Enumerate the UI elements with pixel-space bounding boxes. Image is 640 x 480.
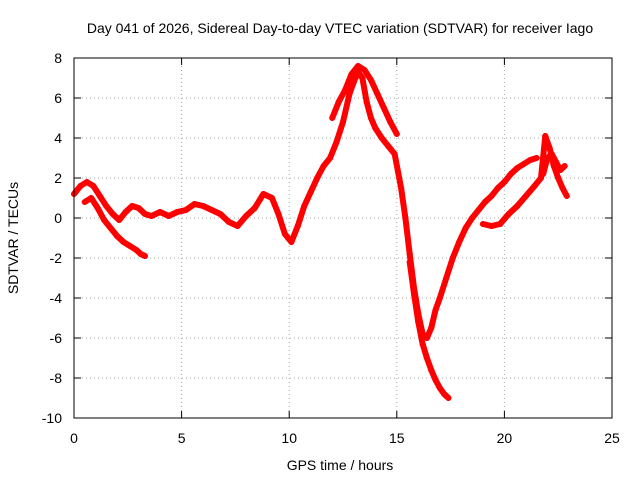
data-point <box>142 253 149 259</box>
x-tick-label: 5 <box>178 430 186 446</box>
series-segment <box>391 151 405 191</box>
series-segment <box>333 119 346 145</box>
series-segment <box>340 91 353 125</box>
y-tick-label: 0 <box>54 210 62 226</box>
x-tick-label: 25 <box>604 430 620 446</box>
y-tick-label: 2 <box>54 170 62 186</box>
x-tick-label: 0 <box>70 430 78 446</box>
data-points <box>71 63 570 401</box>
series-segment <box>402 215 413 257</box>
y-tick-label: 4 <box>54 130 62 146</box>
plot-frame <box>73 57 613 419</box>
data-series <box>71 69 540 341</box>
data-series <box>540 151 568 177</box>
series-segment <box>415 319 426 347</box>
data-point <box>393 131 400 137</box>
tick-labels: 0 5 10 15 20 25 -10 -8 -6 -4 -2 0 2 4 6 8 <box>42 50 620 446</box>
series-segment <box>443 255 456 281</box>
y-tick-label: -4 <box>50 290 63 306</box>
series-segment <box>275 211 288 237</box>
data-point <box>533 155 540 161</box>
y-tick-label: 6 <box>54 90 62 106</box>
y-tick-label: 8 <box>54 50 62 66</box>
series-segment <box>398 185 409 221</box>
y-tick-label: -10 <box>42 410 62 426</box>
x-tick-label: 15 <box>389 430 405 446</box>
series-segment <box>387 119 400 137</box>
data-series <box>329 63 400 137</box>
series-segment <box>411 291 422 325</box>
series-segment <box>436 275 450 301</box>
data-point <box>563 193 570 199</box>
series-segment <box>406 259 418 297</box>
y-tick-label: -2 <box>50 250 63 266</box>
data-series <box>81 195 149 259</box>
data-point <box>445 395 452 401</box>
y-axis-label: SDTVAR / TECUs <box>5 182 21 294</box>
series-segment <box>359 75 370 105</box>
series-segment <box>294 203 308 229</box>
chart-title: Day 041 of 2026, Sidereal Day-to-day VTE… <box>87 20 594 36</box>
y-tick-label: -8 <box>50 370 63 386</box>
data-series <box>479 133 570 229</box>
data-series <box>406 259 452 401</box>
x-axis-label: GPS time / hours <box>287 457 394 473</box>
x-tick-label: 10 <box>281 430 297 446</box>
x-tick-label: 20 <box>497 430 513 446</box>
data-point <box>561 163 568 169</box>
y-tick-label: -6 <box>50 330 63 346</box>
